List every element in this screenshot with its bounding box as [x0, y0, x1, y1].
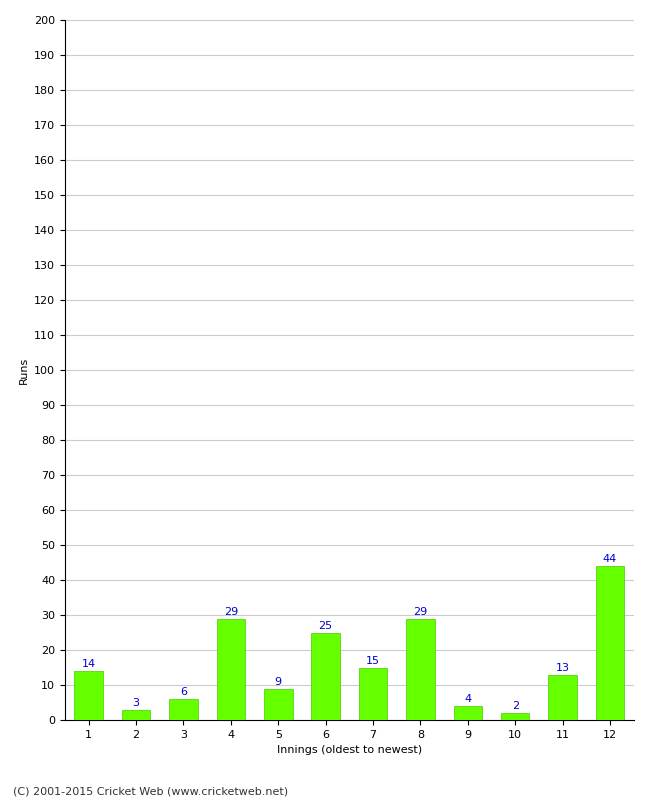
- Bar: [311, 633, 340, 720]
- Bar: [359, 667, 387, 720]
- Bar: [501, 713, 530, 720]
- Text: 29: 29: [413, 606, 428, 617]
- Text: 15: 15: [366, 656, 380, 666]
- Bar: [596, 566, 624, 720]
- Bar: [406, 618, 435, 720]
- Bar: [122, 710, 150, 720]
- X-axis label: Innings (oldest to newest): Innings (oldest to newest): [277, 746, 422, 755]
- Bar: [169, 699, 198, 720]
- Text: 14: 14: [82, 659, 96, 670]
- Text: 4: 4: [464, 694, 471, 704]
- Text: 9: 9: [275, 677, 282, 686]
- Bar: [216, 618, 245, 720]
- Text: 6: 6: [180, 687, 187, 698]
- Bar: [454, 706, 482, 720]
- Text: 25: 25: [318, 621, 333, 630]
- Text: 44: 44: [603, 554, 618, 564]
- Text: (C) 2001-2015 Cricket Web (www.cricketweb.net): (C) 2001-2015 Cricket Web (www.cricketwe…: [13, 786, 288, 796]
- Text: 13: 13: [556, 662, 569, 673]
- Text: 29: 29: [224, 606, 238, 617]
- Y-axis label: Runs: Runs: [19, 356, 29, 384]
- Bar: [75, 671, 103, 720]
- Bar: [264, 689, 292, 720]
- Text: 2: 2: [512, 702, 519, 711]
- Text: 3: 3: [133, 698, 140, 708]
- Bar: [549, 674, 577, 720]
